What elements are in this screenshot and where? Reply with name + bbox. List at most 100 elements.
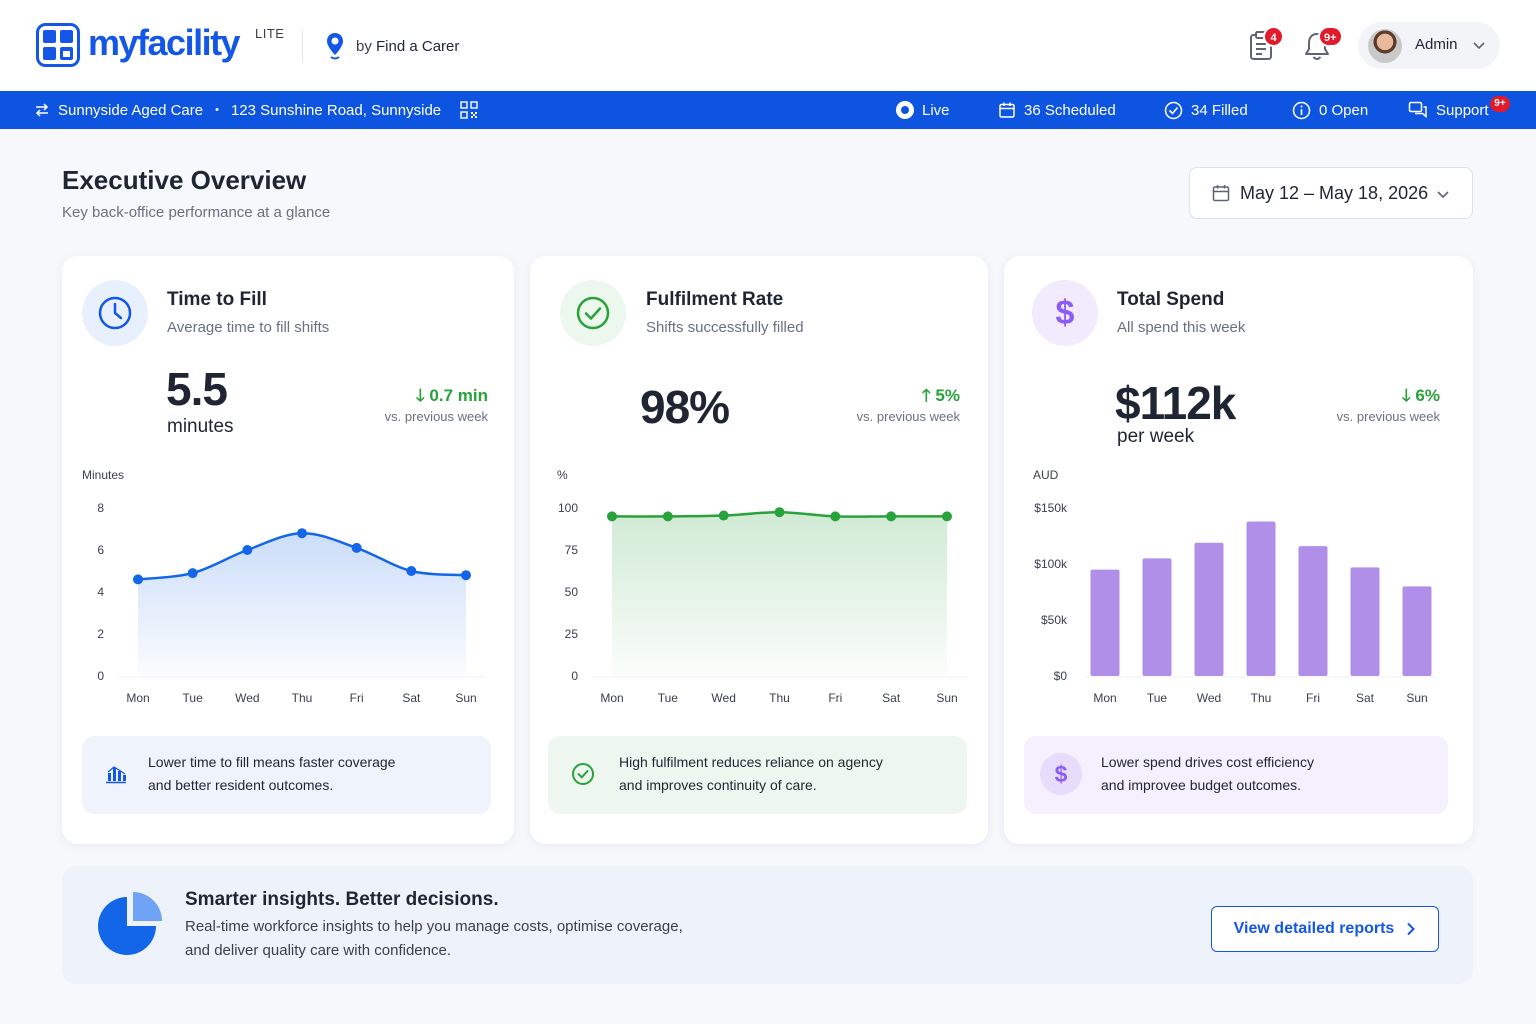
data-point xyxy=(886,511,897,522)
chevron-right-icon xyxy=(1407,922,1416,936)
x-tick-label: Thu xyxy=(769,691,790,705)
x-tick-label: Sat xyxy=(1356,691,1375,705)
live-label: Live xyxy=(922,101,950,119)
user-menu[interactable]: Admin xyxy=(1358,22,1500,69)
scheduled-stat[interactable]: 36 Scheduled xyxy=(998,91,1116,129)
filled-stat[interactable]: 34 Filled xyxy=(1164,91,1248,129)
separator: • xyxy=(215,104,219,116)
y-tick-label: $50k xyxy=(1041,613,1068,627)
facility-address: 123 Sunshine Road, Sunnyside xyxy=(230,101,442,119)
data-point xyxy=(607,511,617,522)
x-tick-label: Tue xyxy=(183,691,204,705)
y-tick-label: 100 xyxy=(558,501,578,515)
note-text: Lower time to fill means faster coverage… xyxy=(148,751,395,797)
dollar-badge: $ xyxy=(1032,280,1098,346)
filled-count: 34 Filled xyxy=(1191,101,1248,119)
open-stat[interactable]: 0 Open xyxy=(1292,91,1368,129)
axis-unit-label: Minutes xyxy=(82,468,125,482)
x-tick-label: Mon xyxy=(1093,691,1116,705)
date-range-picker[interactable]: May 12 – May 18, 2026 xyxy=(1189,167,1473,219)
note-line: and improves continuity of care. xyxy=(619,777,817,793)
qr-code-icon[interactable] xyxy=(459,100,479,120)
check-circle-icon xyxy=(576,296,610,330)
note-line: Lower spend drives cost efficiency xyxy=(1101,754,1314,770)
kpi-delta: 🡓 0.7 min xyxy=(416,383,488,412)
y-tick-label: 4 xyxy=(97,585,104,599)
note-line: and better resident outcomes. xyxy=(148,777,334,793)
time-to-fill-card: Time to Fill Average time to fill shifts… xyxy=(62,256,514,844)
insights-banner: Smarter insights. Better decisions. Real… xyxy=(62,866,1473,984)
logo-icon[interactable] xyxy=(36,23,80,67)
support-link[interactable]: Support xyxy=(1408,91,1489,129)
y-tick-label: 8 xyxy=(97,501,104,515)
svg-text:$: $ xyxy=(1056,294,1075,332)
card-title: Fulfilment Rate xyxy=(646,289,784,310)
chevron-down-icon xyxy=(1473,42,1485,50)
card-subtitle: Average time to fill shifts xyxy=(167,319,330,336)
arrow-down-icon: 🡓 xyxy=(415,386,425,405)
dollar-icon-badge: $ xyxy=(1040,753,1082,795)
delta-caption: vs. previous week xyxy=(1336,409,1440,424)
facility-switcher[interactable]: Sunnyside Aged Care • 123 Sunshine Road,… xyxy=(34,91,479,129)
live-status[interactable]: Live xyxy=(896,91,950,129)
x-tick-label: Thu xyxy=(1251,691,1272,705)
x-tick-label: Sun xyxy=(936,691,957,705)
fulfilment-rate-chart: 0 25 50 75 100 Mon Tue Wed Thu Fri Sat Sun xyxy=(558,501,967,705)
kpi-value: 5.5 xyxy=(166,363,228,415)
swap-icon xyxy=(35,103,49,117)
svg-text:$: $ xyxy=(1055,761,1068,787)
bar xyxy=(1402,586,1432,676)
data-point xyxy=(406,566,417,576)
x-tick-label: Wed xyxy=(1197,691,1221,705)
description-line: and deliver quality care with confidence… xyxy=(185,942,451,959)
view-reports-button[interactable]: View detailed reports xyxy=(1211,906,1439,952)
data-point xyxy=(774,507,785,518)
x-tick-label: Sun xyxy=(455,691,476,705)
data-point xyxy=(242,545,253,555)
button-label: View detailed reports xyxy=(1233,920,1395,937)
fulfilment-rate-card: Fulfilment Rate Shifts successfully fill… xyxy=(530,256,988,844)
time-to-fill-chart: 0 2 4 6 8 Mon Tue Wed Thu Fri Sat Sun xyxy=(97,501,486,705)
banner-description: Real-time workforce insights to help you… xyxy=(185,915,745,963)
x-tick-label: Tue xyxy=(658,691,679,705)
y-tick-label: 75 xyxy=(565,543,579,557)
delta-value: 5% xyxy=(935,386,960,405)
live-indicator-icon xyxy=(896,101,914,119)
data-point xyxy=(351,542,362,553)
plan-tier-label: LITE xyxy=(255,26,285,41)
check-badge xyxy=(560,280,626,346)
description-line: Real-time workforce insights to help you… xyxy=(185,918,683,935)
check-icon-badge xyxy=(562,753,604,795)
card-title: Total Spend xyxy=(1117,289,1225,310)
y-tick-label: 25 xyxy=(565,627,579,641)
insight-note: Lower time to fill means faster coverage… xyxy=(82,736,491,814)
y-tick-label: 50 xyxy=(565,585,579,599)
bar xyxy=(1350,567,1380,676)
y-tick-label: $100k xyxy=(1034,557,1068,571)
x-tick-label: Wed xyxy=(235,691,259,705)
insight-note: High fulfilment reduces reliance on agen… xyxy=(548,736,967,814)
dollar-icon: $ xyxy=(1055,761,1068,787)
app-header: myfacility LITE by Find a Carer 4 9+ Adm… xyxy=(0,0,1536,91)
data-point xyxy=(942,511,952,522)
banner-title: Smarter insights. Better decisions. xyxy=(185,889,499,910)
data-point xyxy=(830,511,841,522)
total-spend-chart: $0 $50k $100k $150k Mon Tue Wed Thu Fri Sat Sun xyxy=(1034,501,1437,705)
logo-text[interactable]: myfacility xyxy=(88,22,241,63)
card-subtitle: All spend this week xyxy=(1117,319,1246,336)
divider xyxy=(302,30,303,62)
y-tick-label: $0 xyxy=(1054,669,1068,683)
chart-icon-badge xyxy=(95,753,137,795)
x-tick-label: Sat xyxy=(882,691,901,705)
data-point xyxy=(187,568,198,579)
check-circle-icon xyxy=(1164,101,1183,119)
calendar-icon xyxy=(999,102,1015,118)
open-count: 0 Open xyxy=(1319,101,1369,119)
delta-value: 6% xyxy=(1415,386,1440,405)
y-tick-label: 0 xyxy=(97,669,104,683)
dollar-icon: $ xyxy=(1056,294,1075,332)
area-fill xyxy=(138,533,466,676)
notifications-badge: 9+ xyxy=(1318,26,1343,47)
x-tick-label: Sun xyxy=(1406,691,1427,705)
data-point xyxy=(662,511,673,522)
